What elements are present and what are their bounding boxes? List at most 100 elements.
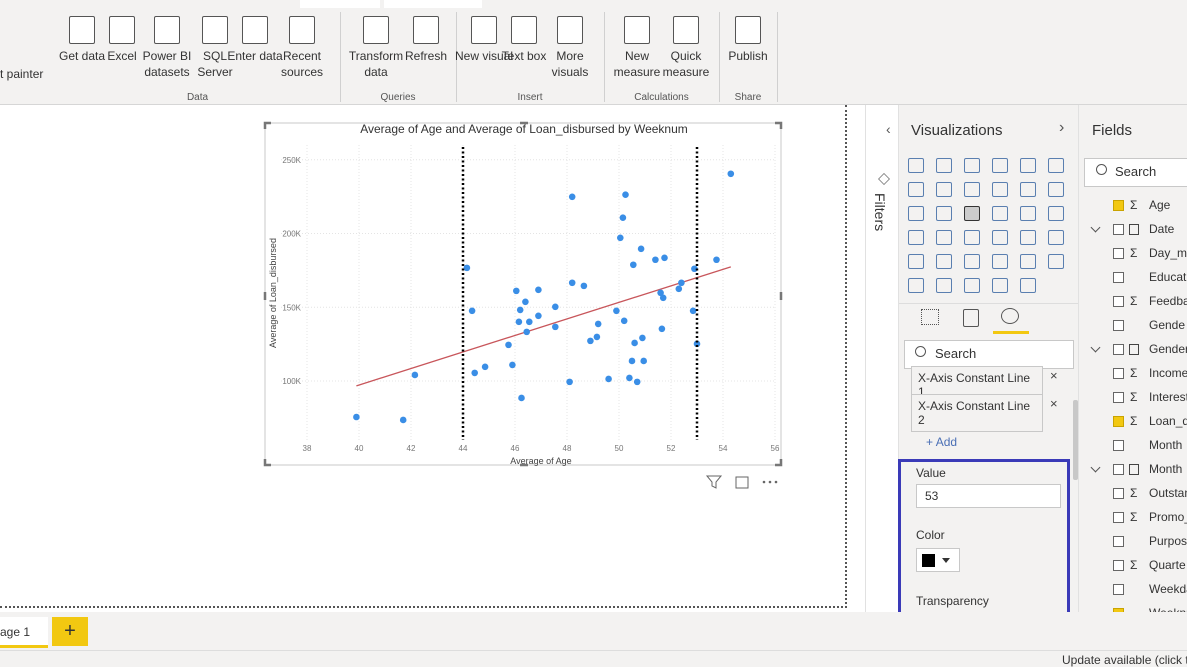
expand-chevron[interactable] <box>1090 342 1101 353</box>
field-item[interactable]: Σ Promo_ <box>1079 506 1187 530</box>
visual-type-icon[interactable] <box>1020 158 1036 173</box>
ribbon-button[interactable]: New measure <box>607 16 667 80</box>
checkbox[interactable] <box>1113 344 1124 355</box>
visual-type-icon[interactable] <box>1048 206 1064 221</box>
field-item[interactable]: Month <box>1079 458 1187 482</box>
filter-icon[interactable] <box>705 475 723 489</box>
checkbox[interactable] <box>1113 320 1124 331</box>
color-picker[interactable] <box>916 548 960 572</box>
checkbox[interactable] <box>1113 512 1124 523</box>
visual-type-icon[interactable] <box>908 230 924 245</box>
visual-type-icon[interactable] <box>964 206 980 221</box>
visual-type-icon[interactable] <box>936 182 952 197</box>
visual-type-icon[interactable] <box>964 254 980 269</box>
field-item[interactable]: Σ Day_mo <box>1079 242 1187 266</box>
remove-button[interactable]: × <box>1050 368 1058 383</box>
field-item[interactable]: Gender <box>1079 338 1187 362</box>
field-item[interactable]: Purpose <box>1079 530 1187 554</box>
checkbox[interactable] <box>1113 392 1124 403</box>
field-item[interactable]: Σ Loan_di <box>1079 410 1187 434</box>
search-box[interactable]: Search <box>904 340 1074 369</box>
visual-type-icon[interactable] <box>936 278 952 293</box>
field-item[interactable]: Σ Income <box>1079 362 1187 386</box>
visual-type-icon[interactable] <box>1048 230 1064 245</box>
page-tab[interactable]: age 1 <box>0 617 48 648</box>
expand-chevron[interactable] <box>1090 222 1101 233</box>
more-options[interactable] <box>762 480 778 484</box>
checkbox[interactable] <box>1113 272 1124 283</box>
checkbox[interactable] <box>1113 224 1124 235</box>
visual-type-icon[interactable] <box>1048 254 1064 269</box>
visual-type-icon[interactable] <box>964 278 980 293</box>
visual-type-icon[interactable] <box>908 158 924 173</box>
remove-button[interactable]: × <box>1050 396 1058 411</box>
visual-type-icon[interactable] <box>992 230 1008 245</box>
visual-type-icon[interactable] <box>992 182 1008 197</box>
checkbox[interactable] <box>1113 536 1124 547</box>
update-notice[interactable]: Update available (click t <box>1062 653 1187 667</box>
ribbon-button[interactable]: Excel <box>92 16 152 64</box>
value-input[interactable]: 53 <box>916 484 1061 508</box>
ribbon-button[interactable]: Power BI datasets <box>137 16 197 80</box>
checkbox[interactable] <box>1113 368 1124 379</box>
ribbon-button[interactable]: New visual <box>454 16 514 64</box>
new-page-button[interactable]: + <box>52 617 88 646</box>
visual-type-icon[interactable] <box>908 206 924 221</box>
scrollbar[interactable] <box>1073 400 1078 480</box>
ribbon-button[interactable]: Recent sources <box>272 16 332 80</box>
field-item[interactable]: Educatio <box>1079 266 1187 290</box>
visual-type-icon[interactable] <box>1020 278 1036 293</box>
constant-line-chip[interactable]: X-Axis Constant Line 2 <box>911 394 1043 432</box>
field-item[interactable]: Σ Outstan <box>1079 482 1187 506</box>
filters-label[interactable]: Filters <box>872 193 888 232</box>
checkbox[interactable] <box>1113 488 1124 499</box>
visual-type-icon[interactable] <box>992 254 1008 269</box>
resize-handles[interactable] <box>263 121 783 467</box>
ribbon-button[interactable]: Text box <box>494 16 554 64</box>
visual-type-icon[interactable] <box>1048 158 1064 173</box>
visual-type-icon[interactable] <box>908 182 924 197</box>
visual-type-icon[interactable] <box>1020 254 1036 269</box>
expand-chevron[interactable] <box>1090 462 1101 473</box>
field-item[interactable]: Σ Interest <box>1079 386 1187 410</box>
visual-type-icon[interactable] <box>1020 206 1036 221</box>
ribbon-button[interactable]: Transform data <box>346 16 406 80</box>
visual-type-icon[interactable] <box>992 206 1008 221</box>
field-item[interactable]: Σ Feedba <box>1079 290 1187 314</box>
checkbox[interactable] <box>1113 248 1124 259</box>
fields-tab[interactable] <box>921 309 939 325</box>
add-button[interactable]: + Add <box>926 435 958 449</box>
format-tab[interactable] <box>963 309 979 327</box>
collapse-icon[interactable] <box>878 173 890 185</box>
visual-type-icon[interactable] <box>1020 182 1036 197</box>
checkbox[interactable] <box>1113 584 1124 595</box>
field-item[interactable]: Σ Age <box>1079 197 1187 218</box>
visual-type-icon[interactable] <box>1048 182 1064 197</box>
ribbon-button[interactable]: Refresh <box>396 16 456 64</box>
visual-type-icon[interactable] <box>936 158 952 173</box>
focus-icon[interactable] <box>735 476 749 489</box>
visual-type-icon[interactable] <box>936 206 952 221</box>
ribbon-button[interactable]: Quick measure <box>656 16 716 80</box>
field-item[interactable]: Month <box>1079 434 1187 458</box>
checkbox[interactable] <box>1113 200 1124 211</box>
visual-type-icon[interactable] <box>936 254 952 269</box>
checkbox[interactable] <box>1113 464 1124 475</box>
visual-type-icon[interactable] <box>992 278 1008 293</box>
visual-type-icon[interactable] <box>936 230 952 245</box>
field-item[interactable]: Gende <box>1079 314 1187 338</box>
ribbon-button[interactable]: More visuals <box>540 16 600 80</box>
scatter-visual[interactable]: Average of Age and Average of Loan_disbu… <box>0 0 865 610</box>
expand-chevron[interactable]: › <box>1059 119 1065 136</box>
field-item[interactable]: Date <box>1079 218 1187 242</box>
ribbon-button[interactable]: Get data <box>52 16 112 64</box>
checkbox[interactable] <box>1113 416 1124 427</box>
visual-type-icon[interactable] <box>908 278 924 293</box>
ribbon-button[interactable]: SQL Server <box>185 16 245 80</box>
visual-type-icon[interactable] <box>964 182 980 197</box>
checkbox[interactable] <box>1113 296 1124 307</box>
visual-type-icon[interactable] <box>992 158 1008 173</box>
format-painter[interactable]: t painter <box>0 67 44 81</box>
checkbox[interactable] <box>1113 560 1124 571</box>
